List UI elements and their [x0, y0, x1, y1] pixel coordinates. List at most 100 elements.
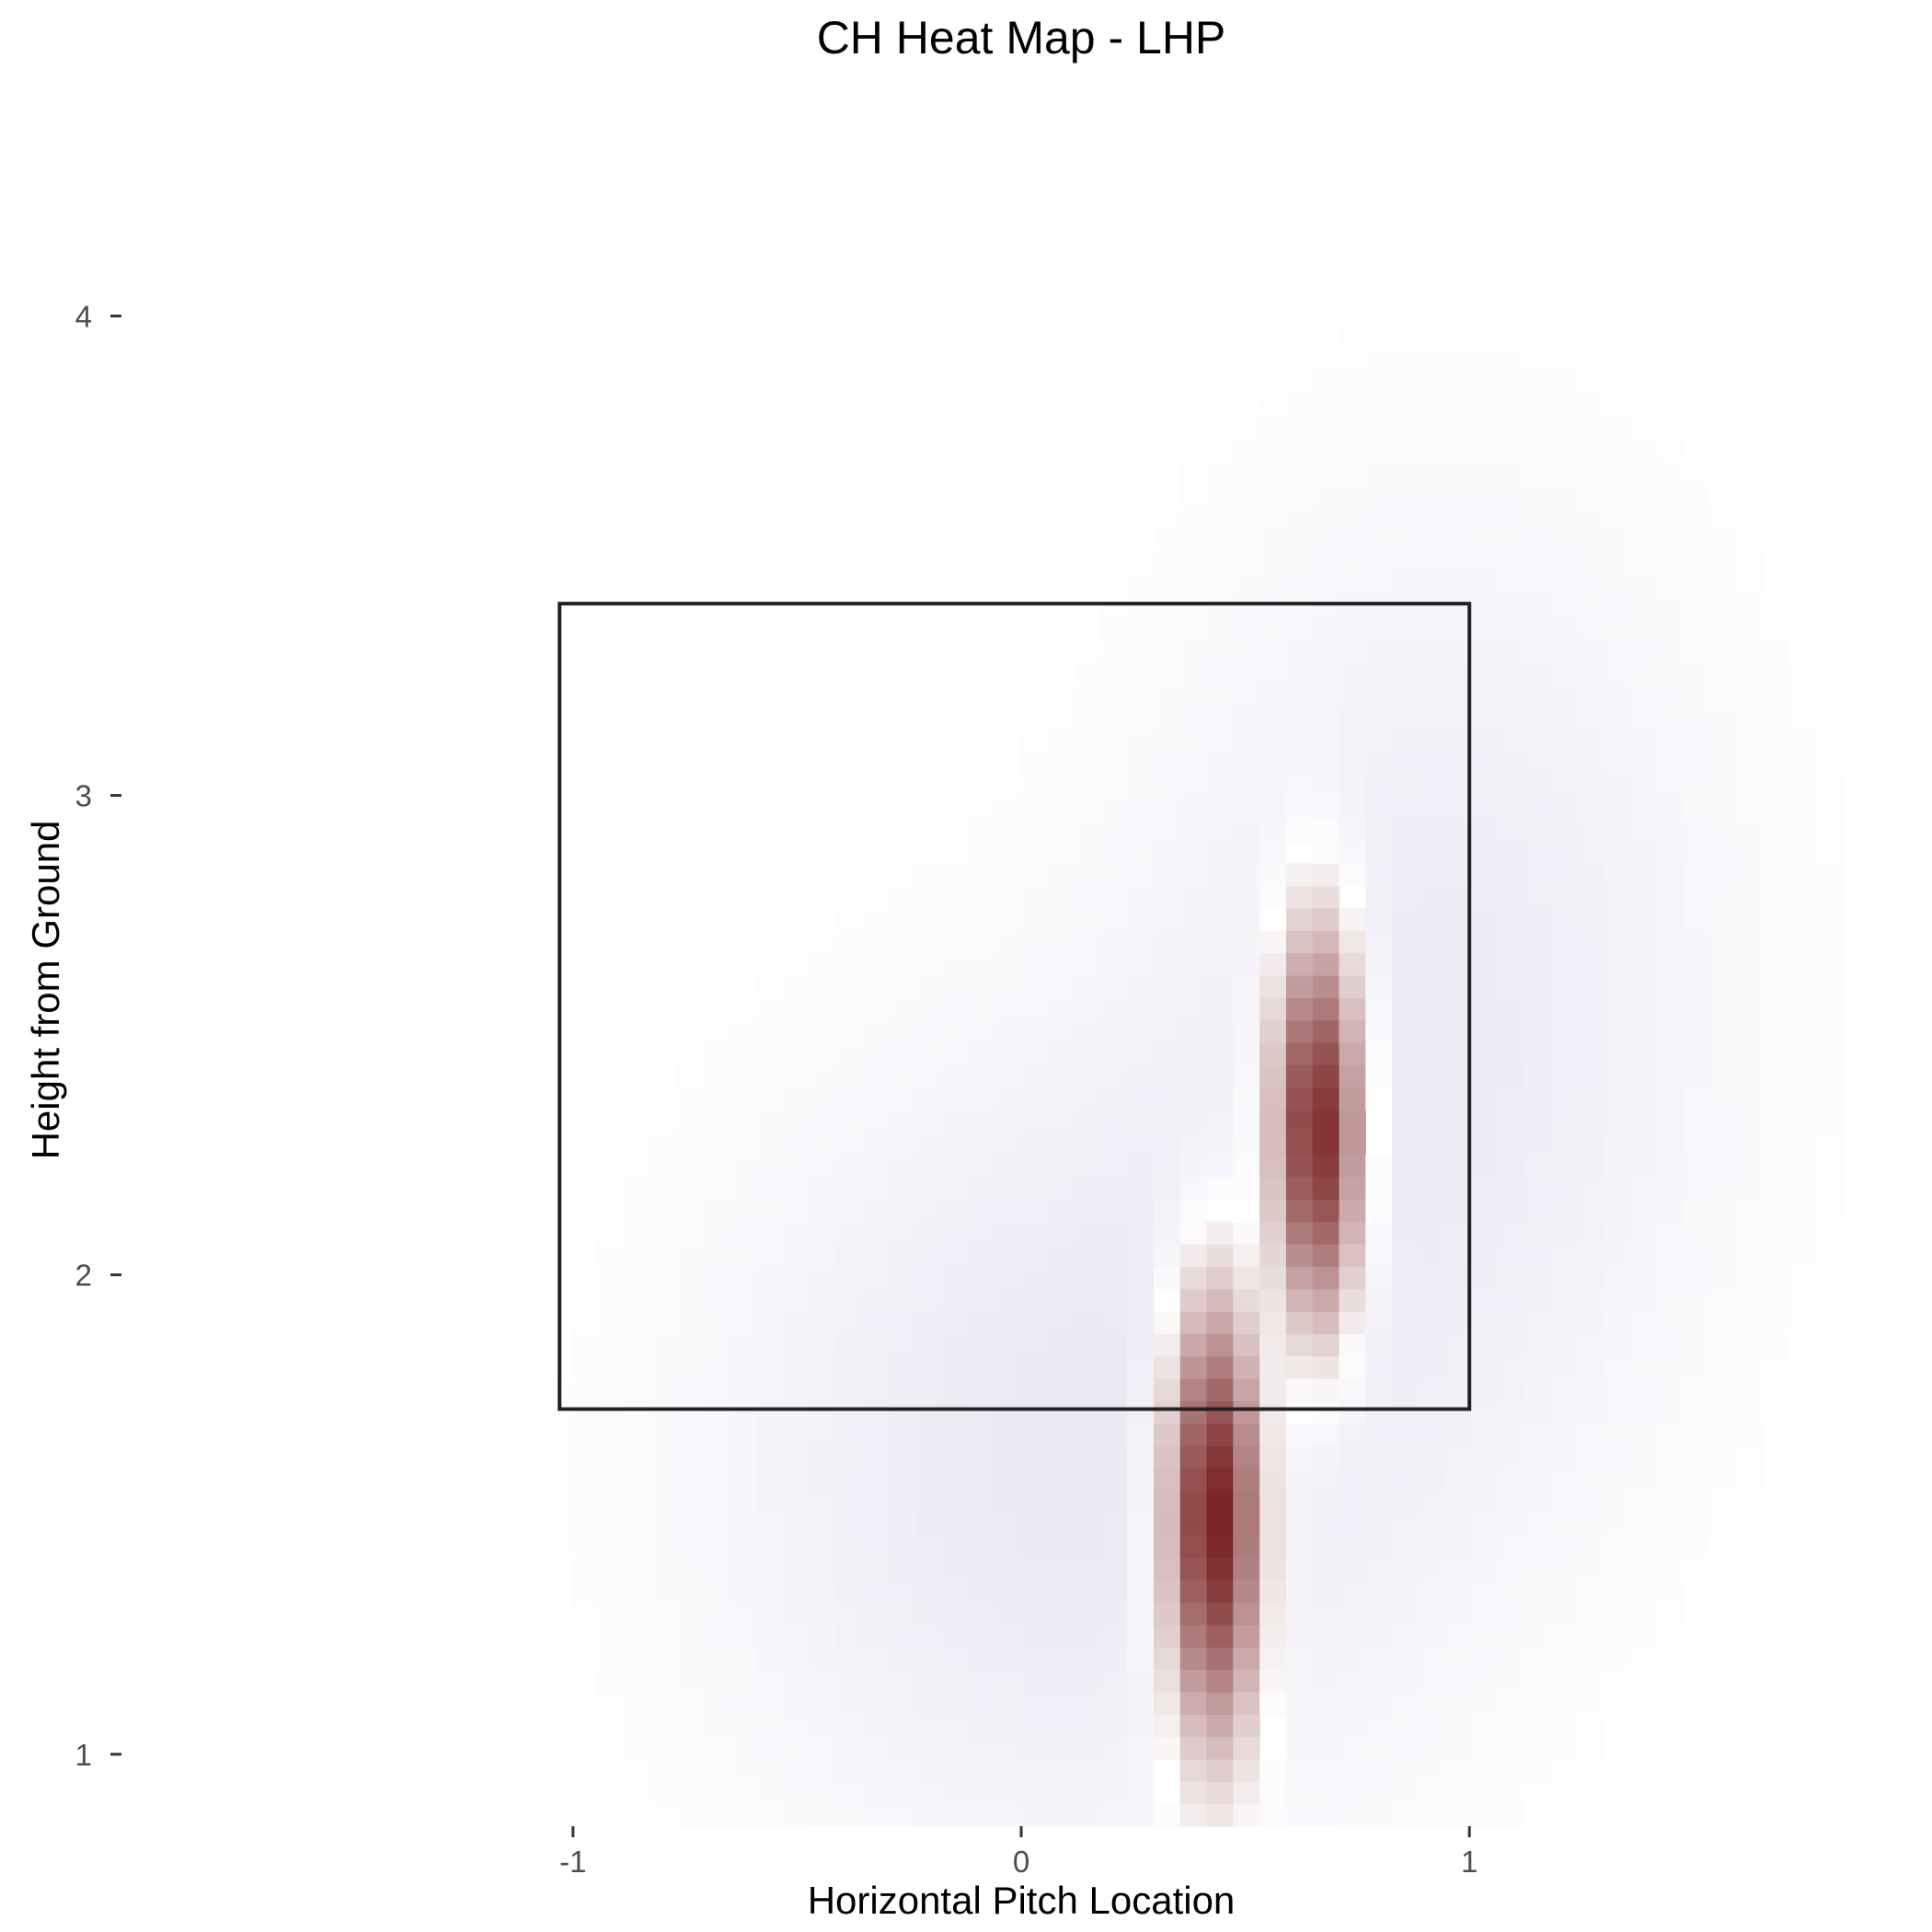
heat-cell	[1683, 729, 1711, 753]
heat-cell	[889, 1042, 916, 1065]
heat-cell	[1021, 1557, 1049, 1581]
heat-cell	[1100, 1199, 1128, 1223]
heat-cell	[1285, 1691, 1314, 1715]
heat-cell	[1763, 1400, 1790, 1424]
heat-cell	[1630, 1042, 1658, 1065]
heat-cell	[1763, 1221, 1790, 1245]
heat-cell	[1498, 527, 1525, 551]
heat-cell	[703, 1467, 730, 1491]
heat-cell	[968, 1489, 995, 1513]
heat-cell	[1709, 706, 1737, 730]
heat-cell	[1285, 504, 1314, 528]
heat-cell	[1074, 661, 1101, 685]
heat-cell	[1153, 997, 1181, 1021]
heat-cell	[1259, 1669, 1287, 1693]
heat-cell	[1233, 549, 1260, 573]
heat-cell	[1656, 773, 1685, 797]
heat-cell	[1179, 1736, 1208, 1760]
heat-cell	[1100, 1580, 1128, 1604]
heat-cell	[1259, 1557, 1287, 1581]
heat-cell	[1100, 773, 1128, 797]
heat-cell	[889, 1199, 916, 1223]
heat-cell	[1285, 885, 1314, 909]
heat-cell	[1285, 1087, 1314, 1110]
heat-cell	[1365, 1647, 1393, 1671]
heat-cell	[835, 1602, 863, 1626]
heat-cell	[862, 1266, 890, 1290]
heat-cell	[1444, 729, 1472, 753]
heat-cell	[1021, 773, 1049, 797]
heat-cell	[1153, 1266, 1181, 1290]
heat-cell	[624, 1445, 651, 1469]
heat-cell	[914, 1624, 943, 1648]
heat-cell	[809, 1736, 837, 1760]
heat-cell	[1604, 1244, 1631, 1268]
heat-cell	[1127, 1355, 1155, 1379]
heat-cell	[1604, 706, 1631, 730]
heat-cell	[968, 1467, 995, 1491]
heat-cell	[1604, 863, 1631, 887]
heat-cell	[1233, 1177, 1260, 1201]
heat-cell	[889, 1691, 916, 1715]
heat-cell	[1577, 1288, 1604, 1312]
heat-cell	[1524, 751, 1552, 775]
heat-cell	[1498, 684, 1525, 707]
heat-cell	[703, 1736, 730, 1760]
heat-cell	[1577, 1355, 1604, 1379]
heat-cell	[1233, 616, 1260, 640]
heat-cell	[1709, 840, 1737, 864]
heat-cell	[1656, 616, 1685, 640]
heat-cell	[730, 1266, 757, 1290]
heat-cell	[809, 1333, 837, 1357]
heat-cell	[1285, 1177, 1314, 1201]
heat-cell	[1444, 1400, 1472, 1424]
heat-cell	[1179, 1019, 1208, 1043]
heat-cell	[1312, 1758, 1340, 1782]
heat-cell	[1709, 1064, 1737, 1088]
heat-cell	[1047, 1244, 1075, 1268]
heat-cell	[1577, 571, 1604, 595]
heat-cell	[995, 1512, 1022, 1536]
heat-cell	[570, 1580, 598, 1604]
heat-cell	[1233, 1132, 1260, 1156]
heat-cell	[1550, 751, 1579, 775]
heat-cell	[1392, 1512, 1420, 1536]
heat-cell	[941, 1355, 970, 1379]
heat-cell	[1365, 1266, 1393, 1290]
heat-cell	[1285, 1132, 1314, 1156]
heat-cell	[1418, 348, 1446, 372]
heat-cell	[1392, 1110, 1420, 1133]
heat-cell	[1021, 1333, 1049, 1357]
heat-cell	[941, 1221, 970, 1245]
heat-cell	[1444, 504, 1472, 528]
heat-cell	[650, 1400, 678, 1424]
heat-cell	[1021, 1736, 1049, 1760]
heat-cell	[1498, 1087, 1525, 1110]
y-tick-label: 3	[75, 779, 92, 813]
heat-cell	[995, 1580, 1022, 1604]
heat-cell	[1206, 1311, 1234, 1335]
heat-cell	[1630, 840, 1658, 864]
heat-cell	[1233, 1087, 1260, 1110]
heat-cell	[1259, 1647, 1287, 1671]
heat-cell	[968, 863, 995, 887]
heat-cell	[1259, 460, 1287, 484]
heat-cell	[756, 1110, 784, 1133]
heat-cell	[862, 1019, 890, 1043]
heat-cell	[1339, 348, 1366, 372]
heat-cell	[1100, 952, 1128, 976]
heat-cell	[1630, 1467, 1658, 1491]
heat-cell	[1498, 549, 1525, 573]
heat-cell	[1524, 1647, 1552, 1671]
heat-cell	[1339, 729, 1366, 753]
heat-cell	[1418, 907, 1446, 931]
heat-cell	[1471, 751, 1499, 775]
heat-cell	[703, 1266, 730, 1290]
heat-cell	[597, 1691, 625, 1715]
heat-cell	[1285, 1042, 1314, 1065]
heat-cell	[703, 1177, 730, 1201]
heat-cell	[624, 1647, 651, 1671]
heat-cell	[570, 1445, 598, 1469]
heat-cell	[941, 1288, 970, 1312]
heat-cell	[1763, 1154, 1790, 1178]
